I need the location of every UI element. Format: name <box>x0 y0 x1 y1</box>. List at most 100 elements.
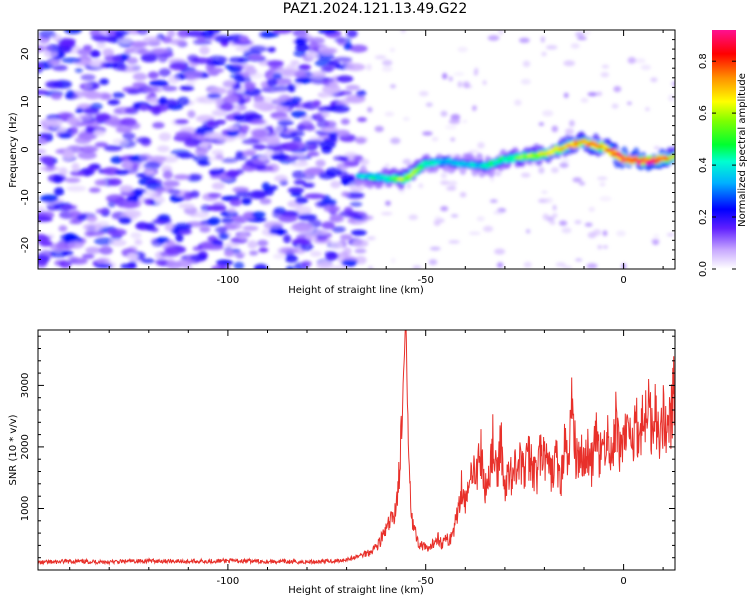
noise-blob <box>596 91 603 97</box>
noise-blob <box>572 177 582 183</box>
noise-blob <box>354 248 367 254</box>
noise-blob <box>152 122 165 129</box>
noise-blob <box>59 260 72 269</box>
noise-blob <box>473 70 478 76</box>
noise-blob <box>493 210 504 215</box>
noise-blob <box>253 100 268 110</box>
noise-blob <box>197 160 211 166</box>
noise-blob <box>258 155 269 162</box>
noise-blob <box>440 110 448 117</box>
noise-blob <box>80 119 101 127</box>
noise-blob <box>287 187 305 194</box>
noise-blob <box>408 214 419 221</box>
noise-blob <box>94 142 108 148</box>
noise-blob <box>44 166 55 172</box>
noise-blob <box>267 46 276 53</box>
noise-blob <box>277 119 294 126</box>
noise-blob <box>440 206 449 212</box>
noise-blob <box>139 153 152 161</box>
noise-blob <box>258 247 269 253</box>
noise-blob <box>159 250 180 258</box>
noise-blob <box>283 234 292 244</box>
noise-blob <box>232 114 245 120</box>
ridge-core <box>577 142 583 146</box>
ridge-core <box>488 160 494 164</box>
noise-blob <box>128 260 137 269</box>
noise-blob <box>143 86 163 93</box>
noise-blob <box>154 196 166 204</box>
noise-blob <box>297 213 317 221</box>
noise-blob <box>448 180 458 186</box>
noise-blob <box>280 142 300 152</box>
noise-blob <box>207 217 221 225</box>
noise-blob <box>324 120 337 128</box>
noise-blob <box>67 116 79 126</box>
noise-blob <box>211 109 227 117</box>
noise-blob <box>341 191 350 197</box>
noise-blob <box>368 266 374 269</box>
noise-blob <box>332 264 348 269</box>
noise-blob <box>359 158 370 166</box>
noise-blob <box>494 248 506 255</box>
noise-blob <box>295 196 309 204</box>
noise-blob <box>542 213 550 221</box>
noise-blob <box>328 131 338 141</box>
noise-blob <box>271 85 290 93</box>
colorbar-gradient <box>712 30 736 269</box>
noise-blob <box>314 229 328 236</box>
noise-blob <box>244 67 258 75</box>
noise-blob <box>110 239 127 247</box>
noise-blob <box>331 104 350 113</box>
noise-blob <box>487 35 500 41</box>
noise-blob <box>651 238 660 243</box>
noise-blob <box>175 259 192 268</box>
noise-blob <box>226 130 239 137</box>
noise-blob <box>177 96 190 106</box>
noise-blob <box>627 101 632 105</box>
noise-blob <box>140 53 158 63</box>
noise-blob <box>306 151 320 157</box>
noise-blob <box>366 236 376 241</box>
noise-blob <box>362 215 374 221</box>
noise-blob <box>272 30 293 34</box>
noise-blob <box>235 151 244 158</box>
noise-blob <box>346 30 358 38</box>
noise-blob <box>542 110 554 117</box>
noise-blob <box>380 212 393 216</box>
noise-blob <box>578 181 586 186</box>
noise-blob <box>66 185 87 192</box>
noise-blob <box>476 216 485 222</box>
noise-blob <box>83 91 103 100</box>
noise-blob <box>126 57 138 65</box>
noise-blob <box>352 239 369 248</box>
noise-blob <box>231 215 248 224</box>
noise-blob <box>235 39 254 47</box>
noise-blob <box>187 110 196 118</box>
noise-blob <box>520 172 531 178</box>
noise-blob <box>453 72 465 76</box>
noise-blob <box>207 205 227 212</box>
colorbar-tick-label: 0.0 <box>698 261 709 277</box>
noise-blob <box>129 41 149 47</box>
noise-blob <box>165 99 178 106</box>
noise-blob <box>173 174 190 180</box>
colorbar-tick-label: 0.4 <box>698 157 709 173</box>
noise-blob <box>290 60 300 66</box>
noise-blob <box>294 39 308 46</box>
noise-blob <box>223 222 242 230</box>
noise-blob <box>122 209 142 219</box>
noise-blob <box>541 51 547 57</box>
noise-blob <box>442 72 448 80</box>
noise-blob <box>76 214 88 221</box>
noise-blob <box>616 230 626 237</box>
noise-blob <box>384 111 395 117</box>
noise-blob <box>38 216 53 222</box>
noise-blob <box>75 108 84 114</box>
noise-blob <box>339 156 349 162</box>
noise-blob <box>324 251 337 257</box>
noise-blob <box>207 119 216 127</box>
noise-blob <box>203 132 224 140</box>
noise-blob <box>136 30 149 35</box>
noise-blob <box>321 111 330 118</box>
noise-blob <box>307 144 318 151</box>
